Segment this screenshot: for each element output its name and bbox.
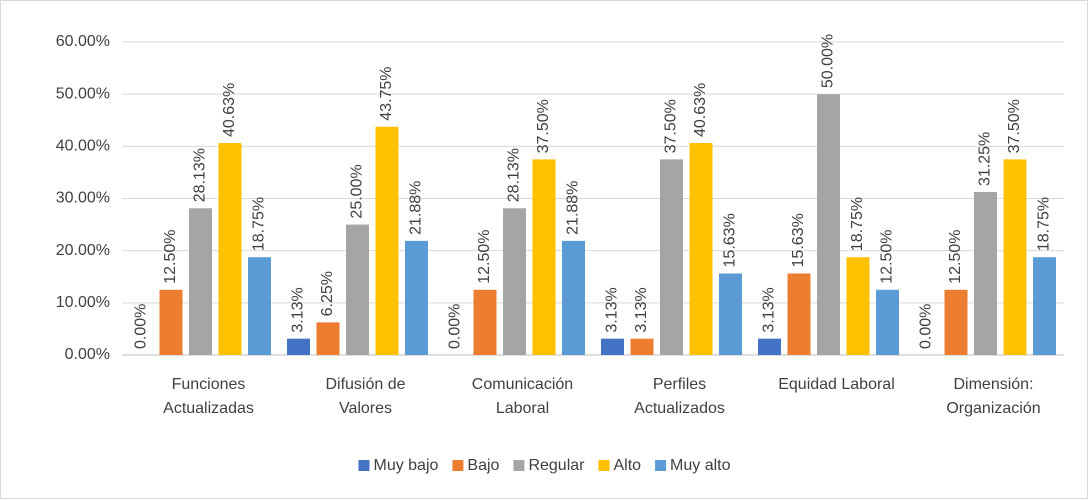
- data-label: 0.00%: [133, 304, 150, 349]
- data-label: 0.00%: [918, 304, 935, 349]
- y-tick-label: 0.00%: [65, 346, 110, 363]
- data-label: 50.00%: [820, 34, 837, 88]
- legend-label: Muy bajo: [373, 457, 438, 474]
- legend-label: Regular: [528, 457, 585, 474]
- y-tick-label: 50.00%: [56, 85, 110, 102]
- x-tick-label: Comunicación: [472, 376, 573, 393]
- legend-swatch: [452, 460, 464, 471]
- data-label: 40.63%: [692, 83, 709, 137]
- bar: [189, 208, 212, 355]
- data-label: 12.50%: [879, 230, 896, 284]
- data-label: 37.50%: [535, 99, 552, 153]
- data-label: 40.63%: [221, 83, 238, 137]
- legend-swatch: [513, 460, 525, 471]
- data-label: 37.50%: [663, 99, 680, 153]
- data-label: 3.13%: [604, 287, 621, 332]
- data-label: 6.25%: [319, 271, 336, 316]
- bar: [473, 289, 497, 355]
- bar: [1003, 159, 1027, 355]
- bar: [159, 289, 183, 355]
- data-label: 3.13%: [290, 287, 307, 332]
- data-label: 15.63%: [790, 213, 807, 267]
- bar: [503, 208, 526, 355]
- bar: [974, 191, 997, 355]
- data-label: 28.13%: [506, 148, 523, 202]
- y-tick-label: 40.00%: [56, 138, 110, 155]
- bar: [689, 143, 713, 355]
- bar: [287, 338, 310, 355]
- x-tick-label: Laboral: [496, 400, 549, 417]
- bar: [846, 257, 870, 355]
- data-label: 31.25%: [977, 132, 994, 186]
- bar: [944, 289, 968, 355]
- bar: [876, 289, 899, 355]
- bar: [660, 159, 683, 355]
- x-tick-label: Actualizados: [634, 400, 725, 417]
- data-label: 18.75%: [251, 197, 268, 251]
- x-tick-label: Actualizadas: [163, 400, 254, 417]
- bar: [346, 224, 369, 355]
- bar: [601, 338, 624, 355]
- bar: [787, 273, 811, 355]
- legend-swatch: [358, 460, 370, 471]
- data-label: 0.00%: [447, 304, 464, 349]
- bar: [248, 257, 271, 355]
- legend-label: Muy alto: [670, 457, 731, 474]
- bar: [375, 126, 399, 355]
- y-tick-label: 30.00%: [56, 190, 110, 207]
- x-tick-label: Funciones: [172, 376, 246, 393]
- legend-label: Alto: [613, 457, 641, 474]
- bar: [817, 94, 840, 356]
- data-label: 12.50%: [162, 230, 179, 284]
- data-label: 3.13%: [761, 287, 778, 332]
- y-tick-label: 10.00%: [56, 294, 110, 311]
- bar: [630, 338, 654, 355]
- data-label: 21.88%: [408, 181, 425, 235]
- data-label: 15.63%: [722, 213, 739, 267]
- data-label: 25.00%: [349, 164, 366, 218]
- data-label: 3.13%: [633, 287, 650, 332]
- x-tick-label: Equidad Laboral: [778, 376, 895, 393]
- x-tick-label: Perfiles: [653, 376, 706, 393]
- bar: [562, 240, 585, 355]
- data-label: 21.88%: [565, 181, 582, 235]
- x-tick-label: Difusión de: [325, 376, 405, 393]
- data-label: 37.50%: [1006, 99, 1023, 153]
- y-tick-label: 20.00%: [56, 242, 110, 259]
- y-tick-label: 60.00%: [56, 33, 110, 50]
- bar: [719, 273, 742, 355]
- legend-swatch: [598, 460, 610, 471]
- bar: [1033, 257, 1056, 355]
- bar: [532, 159, 556, 355]
- data-label: 43.75%: [378, 67, 395, 121]
- data-label: 12.50%: [476, 230, 493, 284]
- x-tick-label: Dimensión:: [953, 376, 1033, 393]
- bar: [758, 338, 781, 355]
- bar: [316, 322, 340, 355]
- data-label: 18.75%: [849, 197, 866, 251]
- x-tick-label: Organización: [946, 400, 1040, 417]
- bar: [405, 240, 428, 355]
- data-label: 12.50%: [947, 230, 964, 284]
- legend-label: Bajo: [467, 457, 499, 474]
- data-label: 18.75%: [1036, 197, 1053, 251]
- x-tick-label: Valores: [339, 400, 392, 417]
- bar: [218, 143, 242, 355]
- data-label: 28.13%: [192, 148, 209, 202]
- legend-swatch: [655, 460, 667, 471]
